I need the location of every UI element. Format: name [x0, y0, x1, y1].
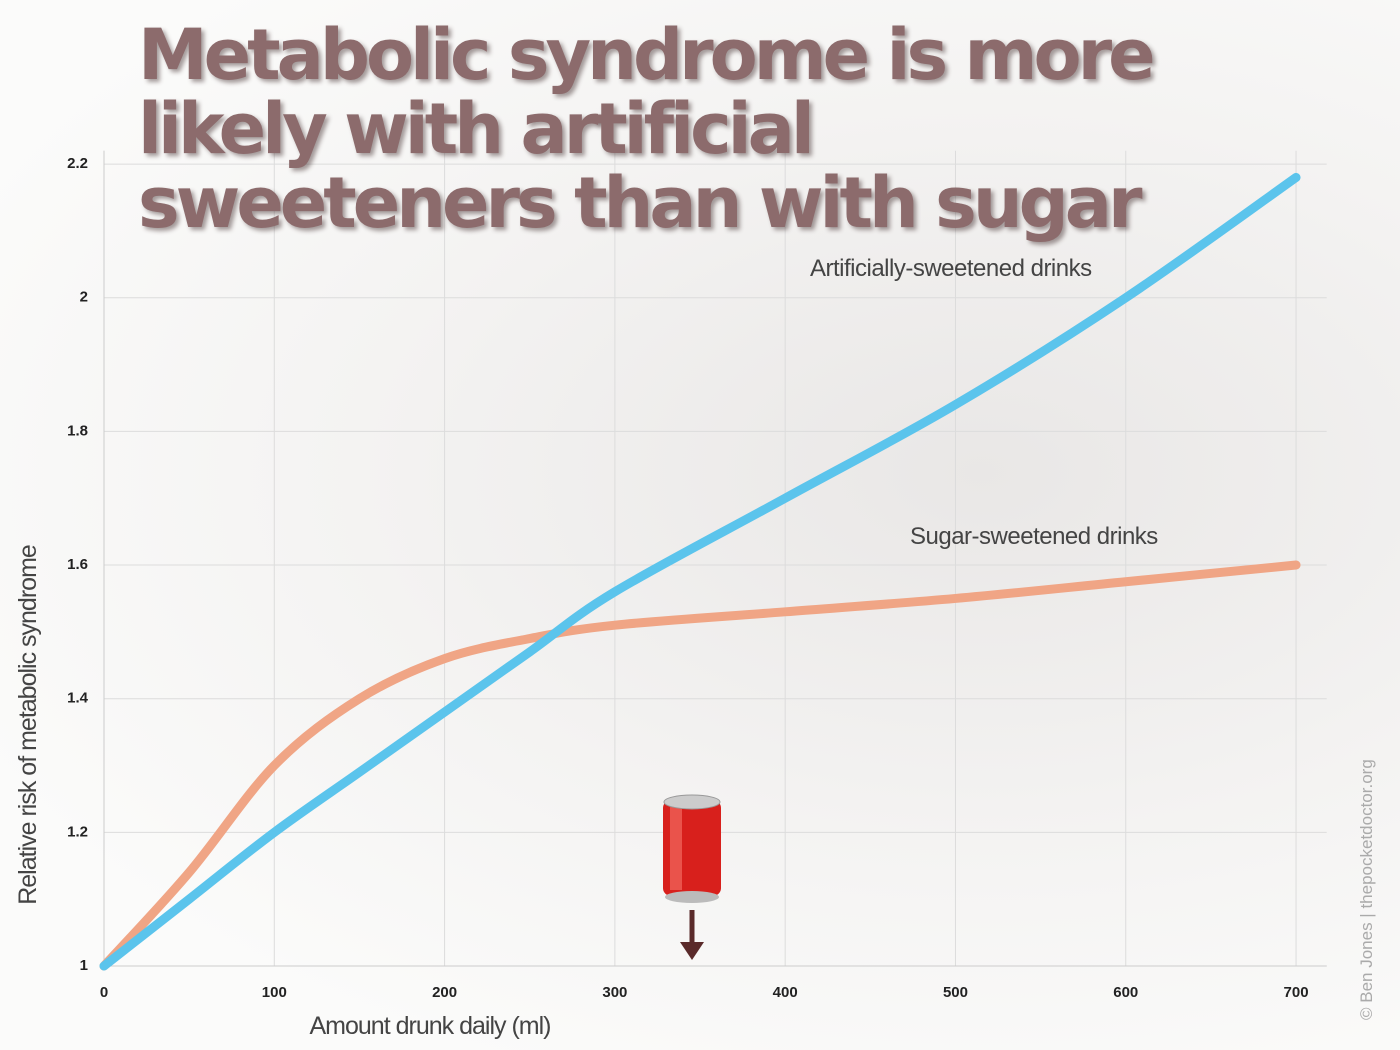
x-tick-label: 200 — [432, 984, 457, 1001]
x-tick-label: 700 — [1284, 984, 1309, 1001]
y-tick-label: 1.2 — [67, 823, 88, 840]
x-tick-label: 300 — [602, 984, 627, 1001]
y-tick-label: 2.2 — [67, 155, 88, 172]
x-tick-label: 500 — [943, 984, 968, 1001]
y-axis-title: Relative risk of metabolic syndrome — [14, 545, 42, 905]
credit: © Ben Jones | thepocketdoctor.org — [1357, 759, 1376, 1020]
x-axis-title: Amount drunk daily (ml) — [310, 1012, 551, 1040]
x-tick-label: 400 — [773, 984, 798, 1001]
grid: 1 1.2 1.4 1.6 1.8 2 2.2 0 100 200 300 400 500 600 700 — [67, 150, 1327, 1001]
annotation: Sugar-sweetened drinks — [910, 523, 1158, 550]
y-tick-label: 1.8 — [67, 422, 88, 439]
x-tick-label: 100 — [262, 984, 287, 1001]
y-tick-label: 1.4 — [67, 690, 89, 707]
x-tick-label: 0 — [100, 984, 108, 1001]
annotation: Artificially-sweetened drinks — [810, 255, 1092, 282]
y-tick-label: 1 — [80, 957, 88, 974]
lines — [99, 172, 1301, 971]
soda-can-icon — [663, 794, 721, 960]
y-tick-label: 2 — [80, 289, 88, 306]
y-tick-label: 1.6 — [67, 556, 88, 573]
line-series — [99, 560, 1301, 971]
x-tick-label: 600 — [1113, 984, 1138, 1001]
chart-title: Metabolic syndrome is more likely with a… — [138, 14, 1156, 244]
line-series — [99, 172, 1301, 971]
